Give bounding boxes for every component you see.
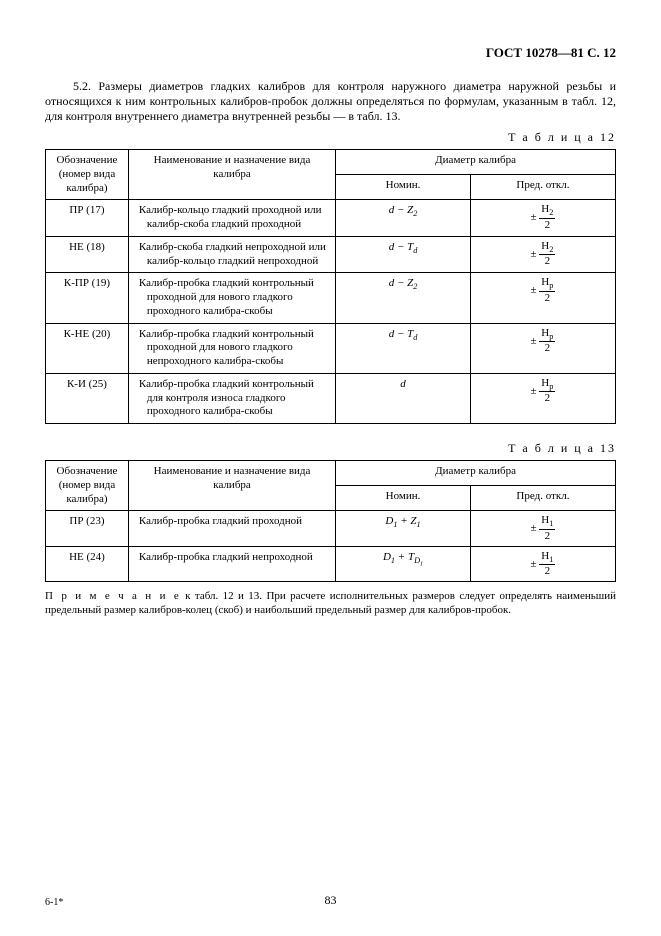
page-header: ГОСТ 10278—81 С. 12: [45, 45, 616, 61]
cell-limit: ± Hp2: [470, 323, 615, 373]
th-code: Обозначение (номер вида калибра): [46, 461, 129, 511]
cell-name: Калибр-пробка гладкий непроходной: [128, 546, 335, 581]
page-number: 83: [0, 893, 661, 908]
cell-nominal: D1 + Z1: [336, 511, 471, 546]
th-limit: Пред. откл.: [470, 486, 615, 511]
cell-limit: ± H12: [470, 511, 615, 546]
table-row: ПР (23)Калибр-пробка гладкий проходнойD1…: [46, 511, 616, 546]
table-row: ПР (17)Калибр-кольцо гладкий проходной и…: [46, 200, 616, 237]
th-limit: Пред. откл.: [470, 175, 615, 200]
cell-name: Калибр-пробка гладкий контрольный проход…: [128, 273, 335, 323]
cell-nominal: d − Td: [336, 236, 471, 273]
cell-code: К-ПР (19): [46, 273, 129, 323]
cell-name: Калибр-пробка гладкий контрольный для ко…: [128, 373, 335, 423]
table-12-label: Т а б л и ц а 12: [45, 130, 616, 145]
th-diameter: Диаметр калибра: [336, 461, 616, 486]
table-row: НЕ (18)Калибр-скоба гладкий непроходной …: [46, 236, 616, 273]
th-nominal: Номин.: [336, 175, 471, 200]
th-name: Наименование и назначение вида калибра: [128, 461, 335, 511]
th-name: Наименование и назначение вида калибра: [128, 150, 335, 200]
table-row: К-НЕ (20)Калибр-пробка гладкий контрольн…: [46, 323, 616, 373]
cell-code: ПР (17): [46, 200, 129, 237]
table-13-label: Т а б л и ц а 13: [45, 441, 616, 456]
cell-name: Калибр-пробка гладкий проходной: [128, 511, 335, 546]
cell-code: НЕ (18): [46, 236, 129, 273]
cell-code: К-НЕ (20): [46, 323, 129, 373]
cell-name: Калибр-пробка гладкий контрольный проход…: [128, 323, 335, 373]
cell-nominal: D1 + TD1: [336, 546, 471, 581]
cell-limit: ± Hp2: [470, 273, 615, 323]
th-code: Обозначение (номер вида калибра): [46, 150, 129, 200]
cell-nominal: d − Z2: [336, 200, 471, 237]
table-row: НЕ (24)Калибр-пробка гладкий непроходной…: [46, 546, 616, 581]
cell-name: Калибр-кольцо гладкий проходной или кали…: [128, 200, 335, 237]
cell-limit: ± H22: [470, 200, 615, 237]
cell-name: Калибр-скоба гладкий непроходной или кал…: [128, 236, 335, 273]
cell-limit: ± Hp2: [470, 373, 615, 423]
table-12: Обозначение (номер вида калибра) Наимено…: [45, 149, 616, 424]
cell-limit: ± H22: [470, 236, 615, 273]
cell-code: К-И (25): [46, 373, 129, 423]
table-13: Обозначение (номер вида калибра) Наимено…: [45, 460, 616, 582]
paragraph-5-2: 5.2. Размеры диаметров гладких калибров …: [45, 79, 616, 124]
cell-nominal: d: [336, 373, 471, 423]
table-row: К-ПР (19)Калибр-пробка гладкий контрольн…: [46, 273, 616, 323]
cell-limit: ± H12: [470, 546, 615, 581]
cell-code: ПР (23): [46, 511, 129, 546]
cell-code: НЕ (24): [46, 546, 129, 581]
th-diameter: Диаметр калибра: [336, 150, 616, 175]
cell-nominal: d − Td: [336, 323, 471, 373]
th-nominal: Номин.: [336, 486, 471, 511]
note-text: П р и м е ч а н и е к табл. 12 и 13. При…: [45, 590, 616, 618]
cell-nominal: d − Z2: [336, 273, 471, 323]
table-row: К-И (25)Калибр-пробка гладкий контрольны…: [46, 373, 616, 423]
